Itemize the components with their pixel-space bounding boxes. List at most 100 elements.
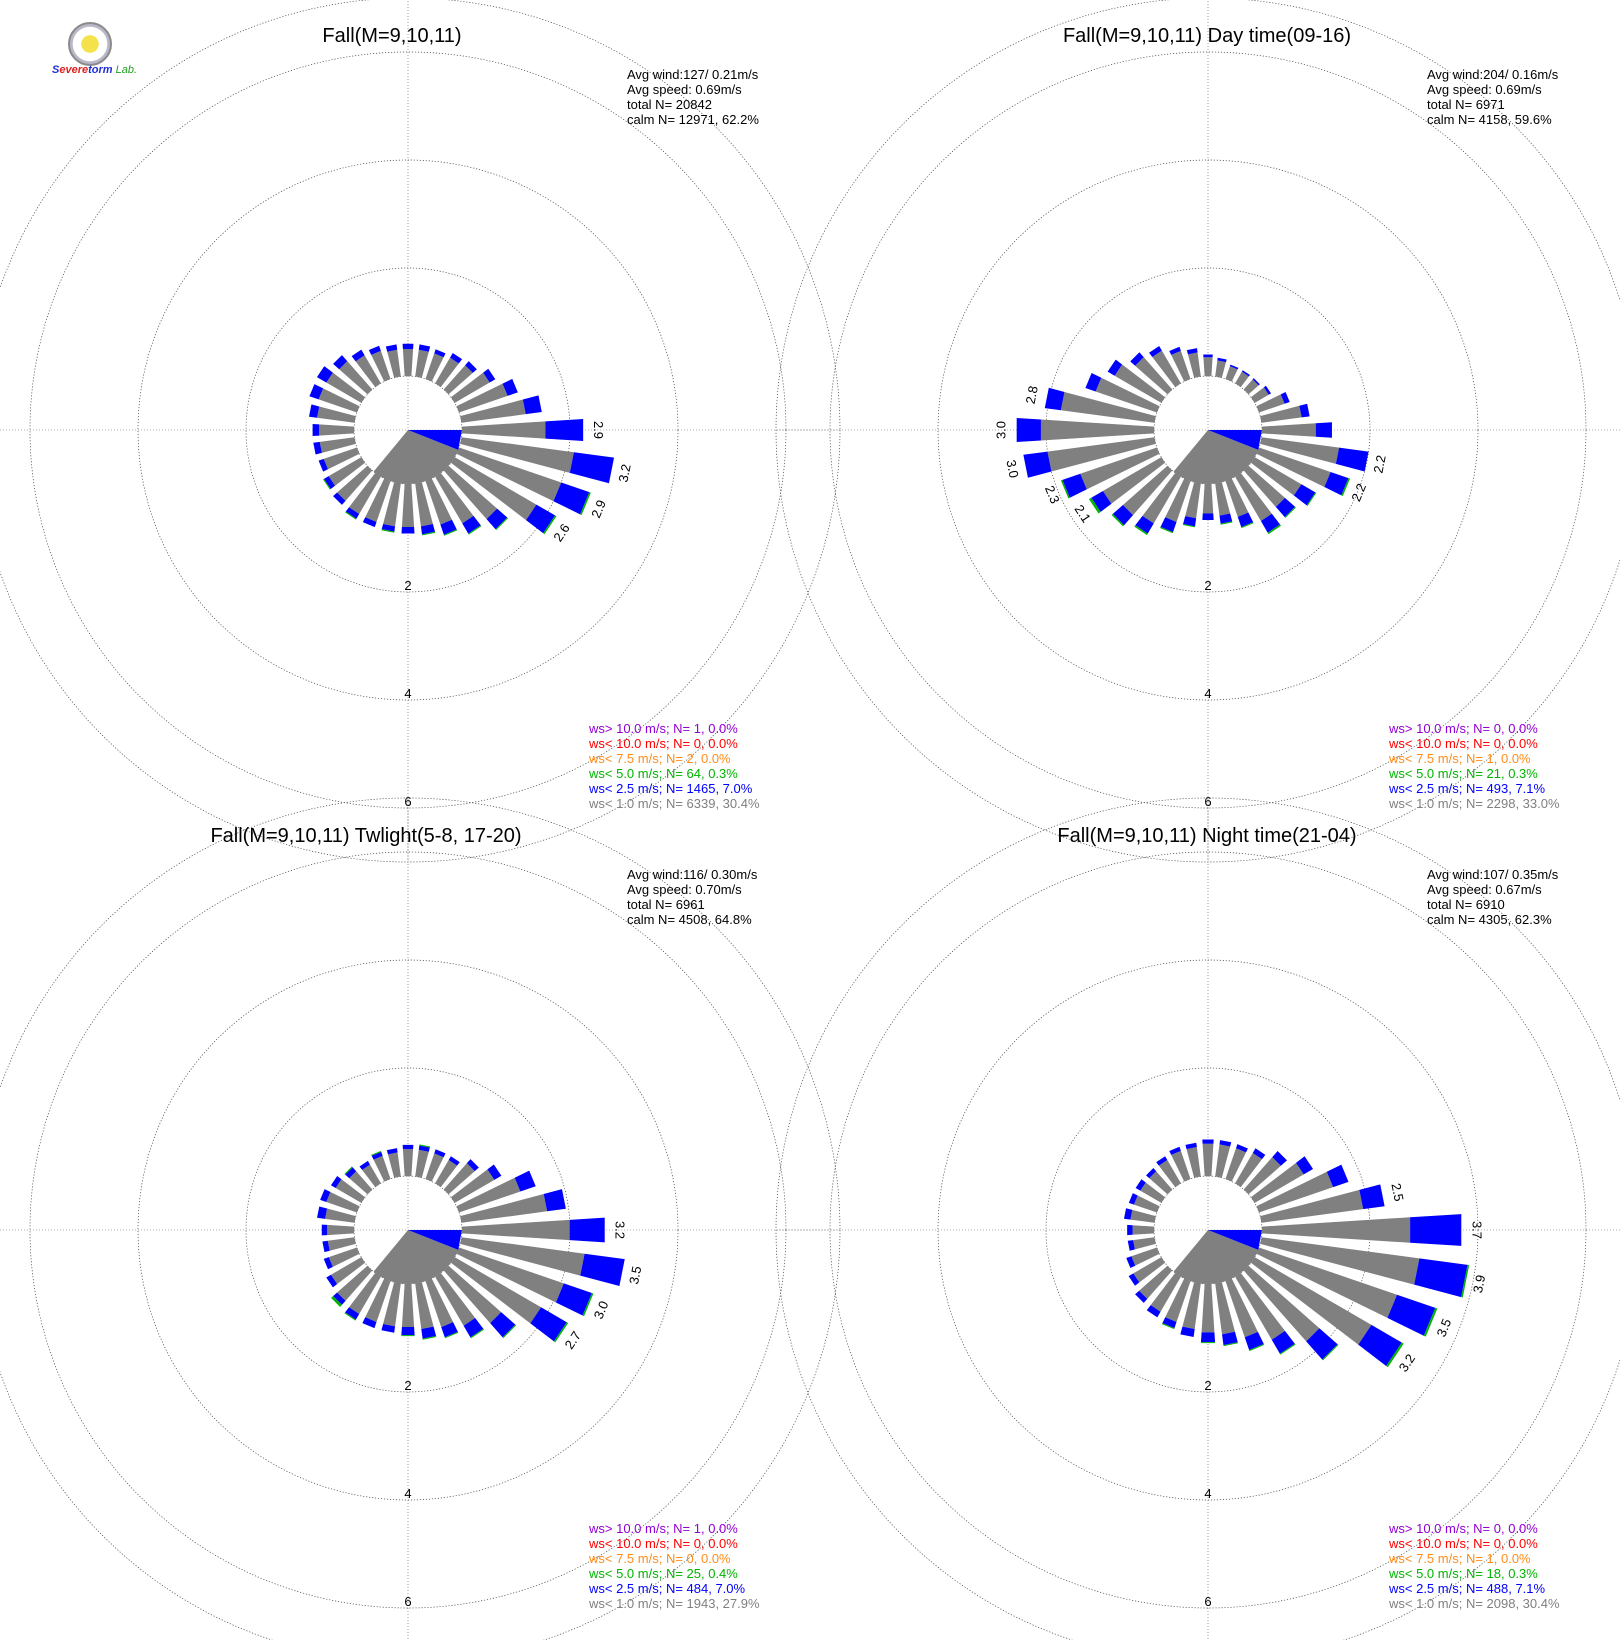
bar-low-segment bbox=[1410, 1214, 1462, 1246]
bar-calm-segment bbox=[1225, 1278, 1258, 1338]
bar-calm-segment bbox=[349, 472, 381, 515]
bar-calm-segment bbox=[401, 483, 415, 528]
bar-calm-segment bbox=[1235, 371, 1249, 388]
bar-calm-segment bbox=[339, 361, 373, 395]
bar-low-segment bbox=[317, 1206, 328, 1219]
bar-low-segment bbox=[1200, 1332, 1216, 1343]
bar-mid-segment bbox=[331, 1296, 342, 1307]
bar-calm-segment bbox=[1140, 1182, 1166, 1203]
bar-calm-segment bbox=[450, 457, 537, 521]
bar-low-segment bbox=[308, 404, 320, 418]
bar-mid-segment bbox=[323, 478, 331, 490]
bar-mid-segment bbox=[1241, 522, 1254, 529]
bar-calm-segment bbox=[461, 1219, 570, 1241]
bar-low-segment bbox=[1252, 378, 1260, 386]
bar-low-segment bbox=[526, 504, 556, 534]
mean-wind-sector bbox=[373, 1230, 459, 1284]
bar-low-segment bbox=[1126, 1256, 1136, 1269]
stats-line: total N= 6961 bbox=[627, 897, 705, 912]
bar-calm-segment bbox=[425, 353, 444, 382]
bar-low-segment bbox=[323, 1257, 333, 1270]
bar-low-segment bbox=[1299, 403, 1310, 418]
bar-low-segment bbox=[514, 1170, 536, 1192]
stats-line: Avg wind:127/ 0.21m/s bbox=[627, 67, 759, 82]
bar-low-segment bbox=[569, 452, 615, 484]
bar-mid-segment bbox=[1060, 479, 1070, 499]
bar-mid-segment bbox=[1200, 1342, 1216, 1344]
bar-calm-segment bbox=[1202, 1143, 1214, 1177]
bar-mid-segment bbox=[1161, 1323, 1175, 1330]
bar-low-segment bbox=[1107, 359, 1123, 376]
bar-calm-segment bbox=[1260, 1189, 1364, 1223]
bar-mid-segment bbox=[1220, 521, 1233, 525]
legend-entry: ws< 2.5 m/s; N= 488, 7.1% bbox=[1388, 1581, 1546, 1596]
bar-low-segment bbox=[490, 1312, 516, 1338]
lab-logo: Severetorm Lab. bbox=[52, 22, 152, 82]
ring-label: 6 bbox=[404, 1594, 411, 1609]
bar-value-label: 3.2 bbox=[613, 1221, 628, 1239]
bar-low-segment bbox=[323, 476, 336, 489]
bar-low-segment bbox=[1222, 1331, 1238, 1346]
bar-calm-segment bbox=[355, 355, 381, 388]
bar-calm-segment bbox=[1215, 1144, 1231, 1178]
bar-calm-segment bbox=[319, 437, 356, 453]
bar-calm-segment bbox=[1260, 1237, 1420, 1285]
bar-low-segment bbox=[1202, 1139, 1214, 1144]
bar-low-segment bbox=[1183, 516, 1197, 527]
bar-calm-segment bbox=[330, 1257, 366, 1285]
bar-low-segment bbox=[1219, 513, 1233, 524]
bar-calm-segment bbox=[1135, 357, 1173, 395]
chart-title: Fall(M=9,10,11) Night time(21-04) bbox=[1057, 825, 1356, 847]
bar-mid-segment bbox=[468, 525, 482, 535]
bar-low-segment bbox=[1185, 1142, 1197, 1150]
bar-low-segment bbox=[440, 519, 457, 535]
legend-entry: ws< 1.0 m/s; N= 2098, 30.4% bbox=[1388, 1596, 1560, 1611]
bar-calm-segment bbox=[337, 1265, 373, 1301]
bar-mid-segment bbox=[422, 1335, 437, 1340]
bar-calm-segment bbox=[1235, 472, 1272, 522]
stats-line: total N= 6910 bbox=[1427, 897, 1505, 912]
bar-mid-segment bbox=[345, 511, 357, 520]
bar-low-segment bbox=[1062, 473, 1087, 498]
bar-value-label: 3.2 bbox=[1396, 1351, 1419, 1374]
bar-low-segment bbox=[1169, 1146, 1181, 1155]
bar-low-segment bbox=[321, 1224, 328, 1236]
bar-mid-segment bbox=[1182, 523, 1196, 528]
bar-calm-segment bbox=[443, 465, 498, 520]
ring-label: 2 bbox=[404, 1378, 411, 1393]
bar-mid-segment bbox=[344, 1312, 356, 1321]
bar-calm-segment bbox=[1152, 350, 1181, 388]
bar-calm-segment bbox=[326, 372, 366, 403]
logo-text: Severetorm Lab. bbox=[52, 64, 138, 76]
bar-mid-segment bbox=[1461, 1264, 1470, 1298]
bar-calm-segment bbox=[349, 1272, 381, 1315]
bar-low-segment bbox=[486, 508, 508, 530]
bar-calm-segment bbox=[1149, 1171, 1173, 1195]
bar-low-segment bbox=[434, 1149, 446, 1158]
bar-mid-segment bbox=[470, 1328, 485, 1339]
bar-mid-segment bbox=[582, 1292, 594, 1317]
bar-mid-segment bbox=[1284, 506, 1296, 518]
bar-low-segment bbox=[1091, 491, 1112, 512]
legend-entry: ws< 10.0 m/s; N= 0, 0.0% bbox=[1388, 1536, 1538, 1551]
bar-low-segment bbox=[450, 352, 463, 364]
bar-low-segment bbox=[1123, 1208, 1133, 1220]
bar-low-segment bbox=[1280, 391, 1290, 404]
bar-calm-segment bbox=[1114, 364, 1166, 403]
bar-calm-segment bbox=[450, 1257, 542, 1324]
bar-calm-segment bbox=[402, 1149, 414, 1177]
wind-rose-panel-4: 2 4 6 3.7 3.9 3.5 3.2 2.5 Fall(M=9,10,11) Night … bbox=[775, 797, 1620, 1640]
bar-value-label: 3.5 bbox=[626, 1265, 644, 1286]
bar-low-segment bbox=[522, 395, 542, 415]
bar-low-segment bbox=[1135, 515, 1154, 534]
bar-low-segment bbox=[487, 1164, 502, 1180]
bar-calm-segment bbox=[1243, 1265, 1320, 1342]
bar-value-label: 2.5 bbox=[1388, 1182, 1406, 1203]
bar-calm-segment bbox=[1243, 1157, 1281, 1195]
bar-low-segment bbox=[1203, 354, 1213, 358]
bar-calm-segment bbox=[1095, 377, 1160, 413]
bar-calm-segment bbox=[1260, 437, 1340, 464]
bar-low-segment bbox=[333, 355, 348, 370]
